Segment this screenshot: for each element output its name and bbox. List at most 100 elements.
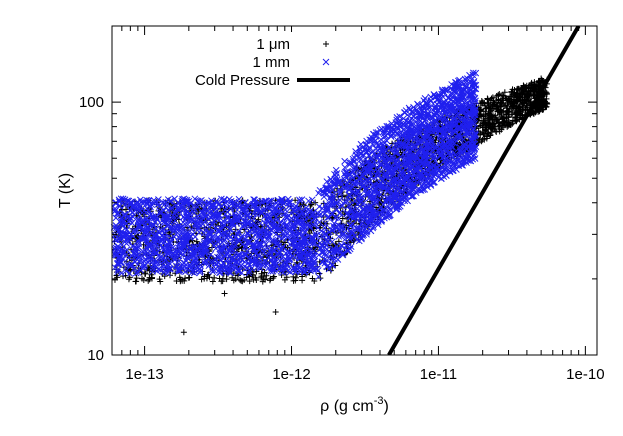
data-point-1mm [251,196,259,204]
data-point-1um [536,79,543,86]
data-point-1mm [229,221,237,229]
data-point-1um [518,86,525,93]
data-point-1um [499,100,506,107]
data-point-1mm [226,233,234,241]
data-point-1mm [206,228,213,236]
data-point-1um [494,108,501,115]
data-point-1mm [227,204,235,212]
data-point-1mm [289,221,296,229]
data-point-1um [509,117,516,124]
data-point-1mm [245,269,253,277]
data-point-1um [133,275,140,282]
data-point-1mm [295,247,303,254]
data-point-1um [261,269,268,276]
data-point-1um [490,126,497,133]
data-point-1um [522,84,529,91]
data-point-1mm [241,199,249,207]
data-point-1mm [246,227,254,235]
data-point-1um [283,274,290,281]
data-point-1mm [275,207,283,214]
data-point-1um [489,94,496,101]
data-point-1um [503,114,510,121]
data-point-1um [270,275,277,282]
data-point-1mm [119,195,127,203]
data-point-1um [182,275,189,282]
data-point-1um [484,119,491,126]
data-point-1um [531,79,538,86]
data-point-1mm [170,225,177,233]
data-point-1um [530,92,537,99]
data-point-1um [508,105,515,112]
data-point-1um [500,97,507,104]
data-point-1mm [209,227,217,235]
data-point-1mm [140,235,147,243]
data-point-1um [516,103,523,110]
data-point-1mm [292,268,299,276]
data-point-1mm [152,244,159,251]
data-point-1mm [164,254,171,262]
data-point-1mm [190,267,198,275]
data-point-1um [479,100,486,107]
data-point-1um [478,138,485,145]
data-point-1um [526,88,533,95]
data-point-1mm [143,214,151,222]
data-point-1mm [122,267,130,275]
data-point-1mm [212,245,220,252]
data-point-1mm [116,197,124,205]
data-point-1mm [275,232,283,240]
data-point-1mm [131,264,138,272]
data-point-1um [477,131,484,138]
data-point-1mm [234,228,242,235]
data-point-1mm [149,265,157,272]
data-point-1um [522,106,529,113]
data-point-1mm [257,209,265,217]
data-point-1mm [208,221,216,229]
data-point-1um [167,231,174,238]
data-point-1um [292,274,299,281]
data-point-1um [516,90,523,97]
data-point-1mm [172,262,180,270]
data-point-1mm [308,196,316,204]
data-point-1mm [314,267,322,274]
data-point-1mm [122,200,130,208]
data-point-1um [496,91,503,98]
data-point-1um [252,274,259,281]
data-point-1mm [263,244,271,252]
data-point-1mm [253,263,261,271]
data-point-1um [270,273,277,280]
data-point-1mm [259,247,266,254]
data-point-1um [517,106,524,113]
data-point-1um [509,98,516,105]
data-point-1um [484,99,491,106]
data-point-1um [485,115,492,122]
data-point-1mm [301,257,309,265]
data-point-1um [221,290,228,297]
data-point-1um [292,197,299,204]
data-point-1mm [132,269,140,277]
data-point-1um [483,105,490,112]
data-point-1mm [222,199,229,207]
data-point-1mm [125,262,133,269]
data-point-1mm [114,243,122,251]
data-point-1um [480,131,487,138]
data-point-1um [483,126,490,133]
data-point-1um [475,128,482,135]
data-point-1um [503,119,510,126]
data-point-1um [111,276,118,283]
data-point-1um [486,132,493,139]
data-point-1um [517,112,524,119]
data-point-1mm [184,201,192,208]
data-point-1um [218,278,225,285]
data-point-1mm [256,263,263,271]
data-point-1um [523,88,530,95]
data-point-1mm [270,258,278,266]
data-point-1mm [402,107,410,114]
data-point-1mm [283,221,290,228]
data-point-1mm [248,226,256,234]
data-point-1um [483,135,490,142]
data-point-1um [508,88,515,95]
data-point-1um [511,102,518,109]
data-point-1um [518,111,525,118]
data-point-1um [185,274,192,281]
